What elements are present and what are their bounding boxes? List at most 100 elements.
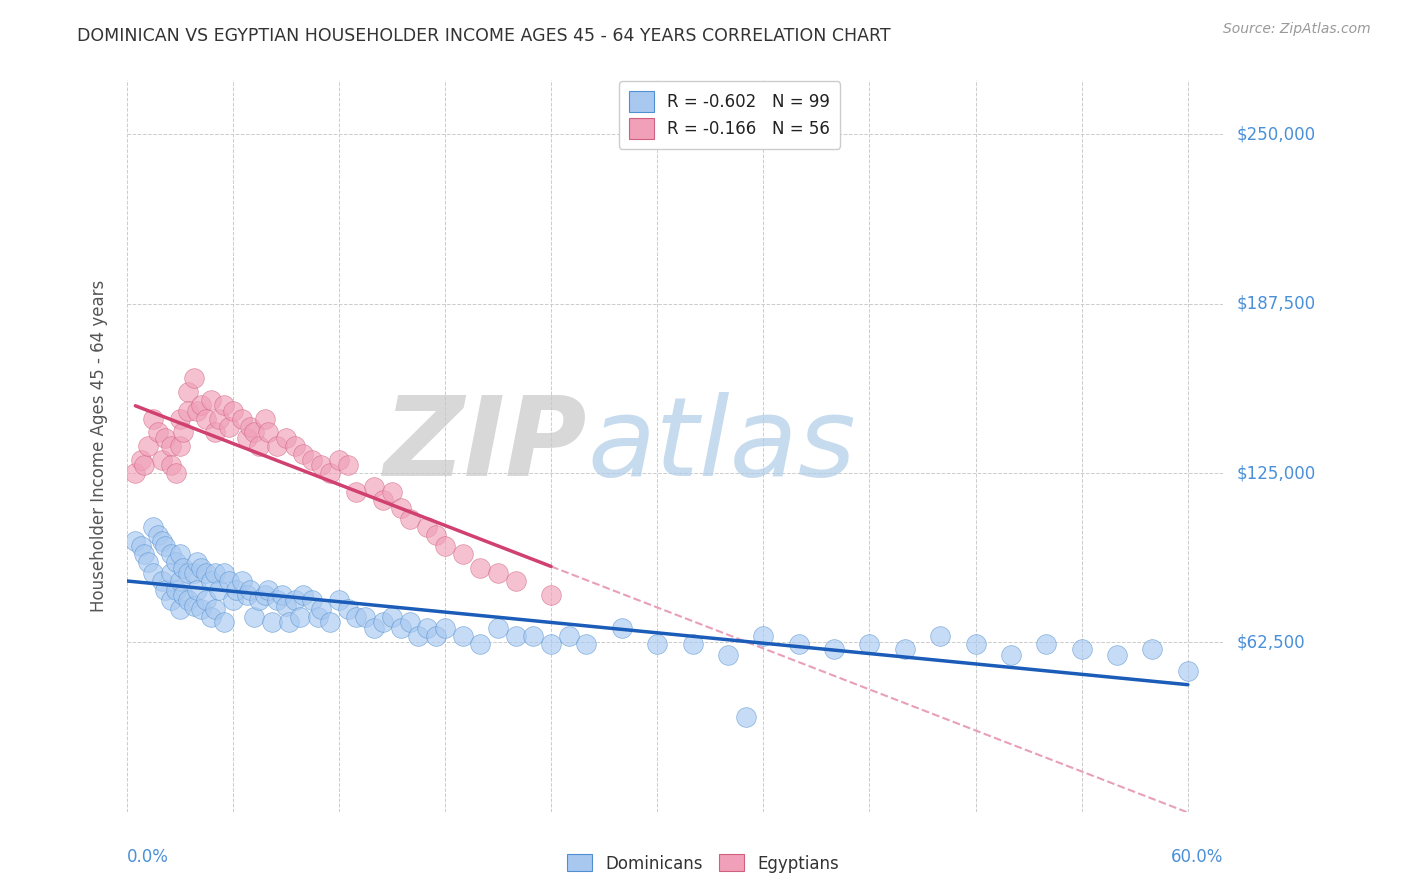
Point (218, 420, 240, 434)
Point (354, 609, 377, 624)
Point (271, 588, 294, 602)
Point (169, 412, 191, 426)
Point (301, 593, 323, 607)
Point (425, 629, 447, 643)
Point (253, 412, 276, 426)
Point (148, 425, 170, 440)
Point (190, 398, 212, 412)
Point (274, 431, 297, 445)
Text: $187,500: $187,500 (1237, 294, 1316, 313)
Point (292, 447, 315, 461)
Point (155, 582, 177, 597)
Point (190, 601, 212, 615)
Text: Source: ZipAtlas.com: Source: ZipAtlas.com (1223, 22, 1371, 37)
Point (150, 533, 173, 548)
Point (159, 439, 181, 453)
Point (134, 547, 156, 561)
Point (451, 547, 474, 561)
Point (381, 609, 404, 624)
Point (522, 629, 544, 643)
Point (274, 599, 297, 613)
Point (169, 547, 191, 561)
Point (195, 412, 218, 426)
Point (398, 512, 420, 526)
Point (159, 593, 181, 607)
Point (257, 425, 280, 440)
Point (645, 637, 668, 651)
Y-axis label: Householder Income Ages 45 - 64 years: Householder Income Ages 45 - 64 years (90, 280, 108, 612)
Point (186, 582, 208, 597)
Point (389, 501, 412, 516)
Point (200, 609, 222, 624)
Point (243, 609, 266, 624)
Point (207, 582, 229, 597)
Point (129, 452, 152, 467)
Point (177, 404, 200, 418)
Point (183, 566, 205, 581)
Point (433, 620, 456, 634)
Point (301, 452, 323, 467)
Point (142, 520, 165, 534)
Point (266, 439, 288, 453)
Point (136, 439, 159, 453)
Point (172, 425, 194, 440)
Point (183, 599, 205, 613)
Point (558, 629, 581, 643)
Point (225, 582, 247, 597)
Point (1000, 648, 1022, 662)
Point (142, 412, 165, 426)
Point (200, 392, 222, 407)
Point (307, 609, 329, 624)
Point (416, 520, 439, 534)
Point (451, 629, 474, 643)
Point (752, 629, 775, 643)
Point (231, 574, 253, 589)
Point (221, 593, 243, 607)
Point (371, 493, 394, 508)
Point (894, 642, 917, 657)
Point (204, 566, 226, 581)
Point (486, 566, 509, 581)
Point (575, 637, 598, 651)
Point (433, 539, 456, 553)
Point (1177, 664, 1199, 678)
Point (505, 629, 527, 643)
Point (336, 601, 359, 615)
Point (231, 412, 253, 426)
Text: $125,000: $125,000 (1237, 464, 1316, 482)
Point (204, 601, 226, 615)
Point (363, 620, 385, 634)
Point (284, 593, 307, 607)
Point (169, 439, 191, 453)
Point (239, 420, 262, 434)
Point (363, 480, 385, 494)
Point (150, 574, 173, 589)
Text: atlas: atlas (588, 392, 856, 500)
Point (288, 609, 311, 624)
Point (200, 574, 222, 589)
Point (183, 371, 205, 385)
Point (1142, 642, 1164, 657)
Point (540, 637, 562, 651)
Point (505, 574, 527, 589)
Point (236, 588, 259, 602)
Point (253, 588, 276, 602)
Point (309, 601, 332, 615)
Point (929, 629, 952, 643)
Point (278, 615, 301, 629)
Point (134, 458, 156, 472)
Point (190, 561, 212, 575)
Point (610, 620, 633, 634)
Point (136, 556, 159, 570)
Point (177, 593, 200, 607)
Point (204, 425, 226, 440)
Point (470, 637, 492, 651)
Point (142, 566, 165, 581)
Point (195, 566, 218, 581)
Point (218, 574, 240, 589)
Point (247, 439, 270, 453)
Point (129, 539, 152, 553)
Point (212, 398, 235, 412)
Point (346, 609, 368, 624)
Point (408, 629, 430, 643)
